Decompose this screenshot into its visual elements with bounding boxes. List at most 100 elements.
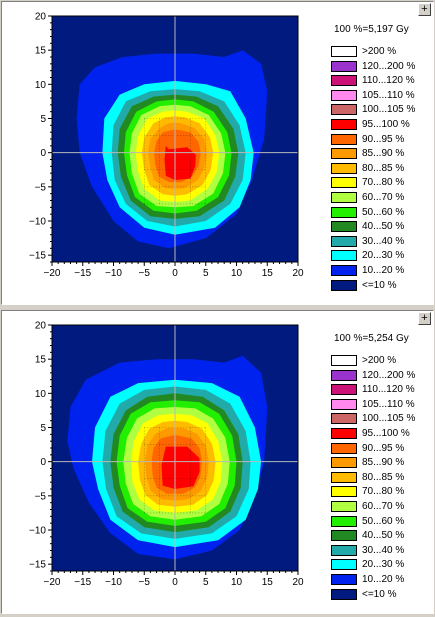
legend-swatch	[331, 355, 357, 366]
legend-label: 110...120 %	[362, 384, 415, 396]
y-tick-label: −5	[35, 182, 47, 193]
legend-swatch	[331, 500, 357, 512]
x-tick-label: 10	[231, 268, 243, 279]
legend-label: 85...90 %	[362, 148, 405, 160]
legend-swatch	[331, 191, 357, 203]
legend-label: 30...40 %	[362, 544, 405, 556]
legend-swatch	[331, 162, 357, 174]
legend-swatch	[331, 369, 357, 381]
legend-swatch	[331, 413, 357, 425]
legend-swatch	[331, 118, 357, 130]
legend-swatch	[331, 471, 357, 483]
legend-label: 10...20 %	[362, 264, 405, 276]
legend-label: 40...50 %	[362, 221, 405, 233]
y-tick-label: 0	[40, 457, 46, 468]
legend-swatch	[331, 398, 357, 410]
legend-label: 10...20 %	[362, 573, 405, 585]
y-tick-label: 15	[35, 46, 47, 57]
x-tick-label: 0	[172, 577, 178, 588]
x-tick-label: −5	[139, 577, 151, 588]
legend-swatch	[331, 104, 357, 116]
legend-swatch	[331, 177, 357, 189]
legend-label: 105...110 %	[362, 398, 415, 410]
x-tick-label: −5	[139, 268, 151, 279]
legend-swatch	[331, 457, 357, 469]
legend-swatch	[331, 544, 357, 556]
x-tick-label: 15	[262, 268, 274, 279]
legend-label: 70...80 %	[362, 177, 405, 189]
x-tick-label: 20	[292, 268, 304, 279]
legend-label: 20...30 %	[362, 250, 405, 262]
isodose-region	[161, 446, 200, 489]
legend-label: <=10 %	[362, 279, 397, 291]
legend-label: 80...85 %	[362, 471, 405, 483]
x-tick-label: 15	[262, 577, 274, 588]
dose-panel-1: + −20 −15 −10 −5 0 5 10 15 20 −15 −10 −5 0 5 10 15 20 10…	[1, 1, 434, 305]
y-tick-label: −10	[29, 526, 46, 537]
legend-label: 40...50 %	[362, 530, 405, 542]
legend-label: 70...80 %	[362, 486, 405, 498]
y-tick-label: 10	[35, 389, 47, 400]
legend-swatch	[331, 133, 357, 145]
legend-swatch	[331, 46, 357, 57]
legend-swatch	[331, 148, 357, 160]
legend-swatch	[331, 206, 357, 218]
y-tick-label: 5	[40, 423, 46, 434]
legend-label: 95...100 %	[362, 118, 410, 130]
legend-label: 120...200 %	[362, 369, 416, 381]
legend-label: 90...95 %	[362, 133, 405, 145]
x-tick-label: −15	[74, 577, 91, 588]
legend-swatch	[331, 530, 357, 542]
legend-swatch	[331, 559, 357, 571]
expand-button[interactable]: +	[418, 3, 431, 16]
y-tick-label: 20	[35, 12, 47, 23]
legend-swatch	[331, 264, 357, 276]
dose-panel-2: + −20 −15 −10 −5 0 5 10 15 20 −15 −10 −5 0 5 10 15 20 10…	[1, 310, 434, 614]
y-tick-label: −5	[35, 491, 47, 502]
legend-swatch	[331, 486, 357, 498]
expand-button[interactable]: +	[418, 312, 431, 325]
legend-label: 120...200 %	[362, 60, 416, 72]
dose-distribution-plot-1: −20 −15 −10 −5 0 5 10 15 20 −15 −10 −5 0 5 10 15 20	[29, 12, 304, 280]
legend-swatch	[331, 588, 357, 600]
y-tick-label: −15	[29, 560, 46, 571]
legend-swatch	[331, 235, 357, 247]
legend-swatch	[331, 515, 357, 527]
legend-swatch	[331, 60, 357, 72]
legend-swatch	[331, 221, 357, 233]
y-tick-label: −15	[29, 251, 46, 262]
dose-distribution-plot-2: −20 −15 −10 −5 0 5 10 15 20 −15 −10 −5 0 5 10 15 20	[29, 321, 304, 589]
legend-label: 100...105 %	[362, 413, 416, 425]
legend-swatch	[331, 573, 357, 585]
x-tick-label: 10	[231, 577, 243, 588]
legend-label: 50...60 %	[362, 206, 405, 218]
isodose-region	[164, 145, 196, 180]
x-tick-label: 20	[292, 577, 304, 588]
legend-swatch	[331, 250, 357, 262]
dose-normalization-label: 100 %=5,254 Gy	[334, 333, 409, 344]
y-tick-label: 15	[35, 355, 47, 366]
x-tick-label: −20	[44, 268, 61, 279]
legend-swatch	[331, 75, 357, 87]
y-tick-label: 5	[40, 114, 46, 125]
x-tick-label: 5	[203, 268, 209, 279]
legend-label: 100...105 %	[362, 104, 416, 116]
legend-swatch	[331, 279, 357, 291]
legend-swatch	[331, 442, 357, 454]
legend-label: 60...70 %	[362, 191, 405, 203]
legend-label: 105...110 %	[362, 89, 415, 101]
y-tick-label: 20	[35, 321, 47, 332]
legend-label: 30...40 %	[362, 235, 405, 247]
legend-label: 95...100 %	[362, 427, 410, 439]
x-tick-label: −20	[44, 577, 61, 588]
x-tick-label: 0	[172, 268, 178, 279]
legend-label: >200 %	[362, 46, 397, 57]
y-tick-label: −10	[29, 217, 46, 228]
legend-swatch	[331, 427, 357, 439]
y-tick-label: 0	[40, 148, 46, 159]
legend-label: <=10 %	[362, 588, 397, 600]
legend-swatch	[331, 89, 357, 101]
legend-label: 85...90 %	[362, 457, 405, 469]
legend-label: 80...85 %	[362, 162, 405, 174]
legend-label: 90...95 %	[362, 442, 405, 454]
